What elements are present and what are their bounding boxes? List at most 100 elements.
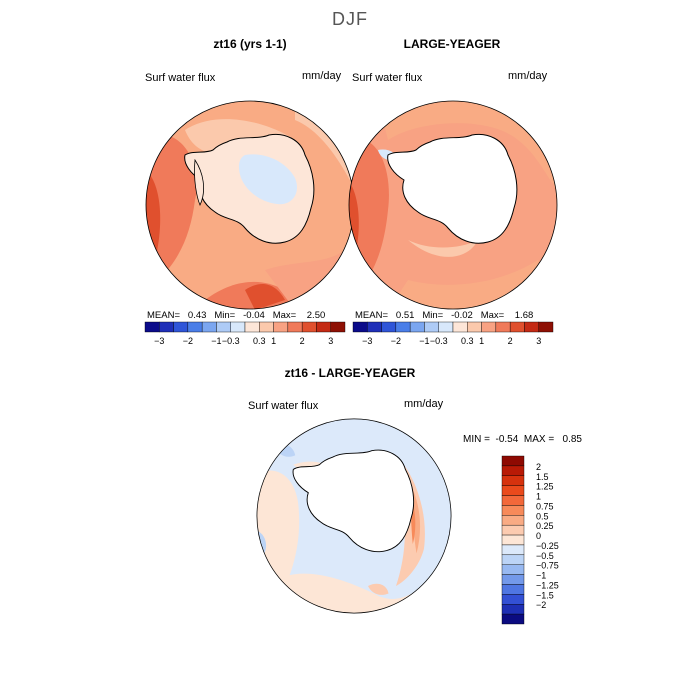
panel2-mean-label: MEAN= <box>355 310 388 321</box>
colorbar-swatch <box>316 321 331 333</box>
colorbar-swatch <box>501 604 525 615</box>
colorbar-swatch <box>501 485 525 496</box>
panel1-min-value: -0.04 <box>243 310 265 321</box>
colorbar-tick-label: 2 <box>536 462 541 472</box>
colorbar-tick-label: −1 <box>419 336 429 346</box>
panel2-min-value: -0.02 <box>451 310 473 321</box>
panel2-mean-value: 0.51 <box>395 310 415 321</box>
panel2-units: mm/day <box>508 70 548 82</box>
colorbar-tick-label: 0 <box>536 531 541 541</box>
panel3-colorbar: 21.51.2510.750.50.250−0.25−0.5−0.75−1−1.… <box>501 455 559 625</box>
colorbar-swatch <box>159 321 174 333</box>
colorbar-tick-label: −3 <box>154 336 164 346</box>
panel3-stats: MIN = -0.54 MAX = 0.85 <box>463 434 582 445</box>
colorbar-swatch <box>501 613 525 625</box>
colorbar-tick-label: 0.5 <box>536 511 549 521</box>
colorbar-tick-label: −1.5 <box>536 590 554 600</box>
colorbar-tick-label: −2 <box>183 336 193 346</box>
panel1-colorbar: −3 −2 −1 −0.3 0.3 1 2 3 <box>144 321 346 346</box>
panel1-polar-map <box>145 100 355 310</box>
colorbar-tick-label: 1.5 <box>536 472 549 482</box>
colorbar-swatch <box>501 564 525 575</box>
colorbar-swatch <box>424 321 439 333</box>
panel2-stats: MEAN= 0.51 Min= -0.02 Max= 1.68 <box>355 310 533 321</box>
panel1-mean-label: MEAN= <box>147 310 180 321</box>
colorbar-tick-label: 3 <box>328 336 333 346</box>
panel1-title: zt16 (yrs 1-1) <box>213 37 287 51</box>
panel2-antarctica <box>387 133 518 244</box>
colorbar-swatch <box>330 321 346 333</box>
panel1-units: mm/day <box>302 70 342 82</box>
colorbar-swatch <box>173 321 189 333</box>
colorbar-tick-label: −0.75 <box>536 561 559 571</box>
colorbar-tick-label: 3 <box>536 336 541 346</box>
colorbar-swatch <box>467 321 482 333</box>
colorbar-swatch <box>230 321 246 333</box>
panel1-stats: MEAN= 0.43 Min= -0.04 Max= 2.50 <box>147 310 325 321</box>
colorbar-tick-label: −2 <box>536 600 546 610</box>
colorbar-tick-label: 2 <box>300 336 305 346</box>
panel2-max-label: Max= <box>480 310 505 321</box>
panel2-variable-label: Surf water flux <box>352 72 423 84</box>
colorbar-swatch <box>501 534 525 546</box>
colorbar-swatch <box>409 321 425 333</box>
panel1-max-value: 2.50 <box>306 310 326 321</box>
colorbar-tick-label: 1 <box>536 492 541 502</box>
colorbar-tick-label: −1.25 <box>536 580 559 590</box>
colorbar-swatch <box>501 515 525 526</box>
panel3-antarctica <box>292 449 415 553</box>
panel2-colorbar: −3 −2 −1 −0.3 0.3 1 2 3 <box>352 321 554 346</box>
colorbar-swatch <box>381 321 397 333</box>
colorbar-swatch <box>481 321 497 333</box>
panel2-max-value: 1.68 <box>514 310 534 321</box>
colorbar-swatch <box>495 321 511 333</box>
colorbar-swatch <box>501 465 525 476</box>
colorbar-tick-label: 0.3 <box>253 336 266 346</box>
colorbar-swatch <box>201 321 217 333</box>
colorbar-tick-label: 0.75 <box>536 501 554 511</box>
colorbar-tick-label: 0.3 <box>461 336 474 346</box>
colorbar-swatch <box>501 524 525 536</box>
panel1-min-label: Min= <box>214 310 236 321</box>
colorbar-swatch <box>273 321 289 333</box>
colorbar-tick-label: 1 <box>271 336 276 346</box>
panel3-min-label: MIN = <box>463 434 490 445</box>
panel3-variable-label: Surf water flux <box>248 400 319 412</box>
colorbar-swatch <box>501 495 525 506</box>
panel2-polar-map <box>348 100 558 310</box>
colorbar-tick-label: −1 <box>536 571 546 581</box>
colorbar-tick-label: 1 <box>479 336 484 346</box>
colorbar-swatch <box>301 321 317 333</box>
colorbar-tick-label: 1.25 <box>536 482 554 492</box>
colorbar-swatch <box>438 321 454 333</box>
panel1-variable-label: Surf water flux <box>145 72 216 84</box>
colorbar-tick-label: −3 <box>362 336 372 346</box>
colorbar-swatch <box>501 505 525 516</box>
colorbar-swatch <box>501 544 525 556</box>
colorbar-swatch <box>395 321 411 333</box>
colorbar-swatch <box>352 321 368 333</box>
colorbar-swatch <box>501 584 525 595</box>
colorbar-tick-label: −2 <box>391 336 401 346</box>
colorbar-swatch <box>452 321 468 333</box>
panel3-title: zt16 - LARGE-YEAGER <box>284 366 416 380</box>
colorbar-swatch <box>501 574 525 585</box>
colorbar-swatch <box>524 321 539 333</box>
panel3-max-label: MAX = <box>523 434 555 445</box>
colorbar-swatch <box>501 455 525 467</box>
colorbar-swatch <box>259 321 274 333</box>
panel1-max-label: Max= <box>272 310 297 321</box>
colorbar-swatch <box>287 321 303 333</box>
colorbar-tick-label: −0.5 <box>536 551 554 561</box>
panel2-min-label: Min= <box>422 310 444 321</box>
colorbar-swatch <box>509 321 525 333</box>
panel3-units: mm/day <box>404 398 444 410</box>
panel3-polar-map <box>256 418 452 614</box>
panel2-title: LARGE-YEAGER <box>403 37 501 51</box>
colorbar-tick-label: −0.25 <box>536 541 559 551</box>
colorbar-swatch <box>244 321 260 333</box>
colorbar-swatch <box>187 321 203 333</box>
panel1-mean-value: 0.43 <box>187 310 207 321</box>
colorbar-tick-label: −1 <box>211 336 221 346</box>
colorbar-swatch <box>144 321 160 333</box>
